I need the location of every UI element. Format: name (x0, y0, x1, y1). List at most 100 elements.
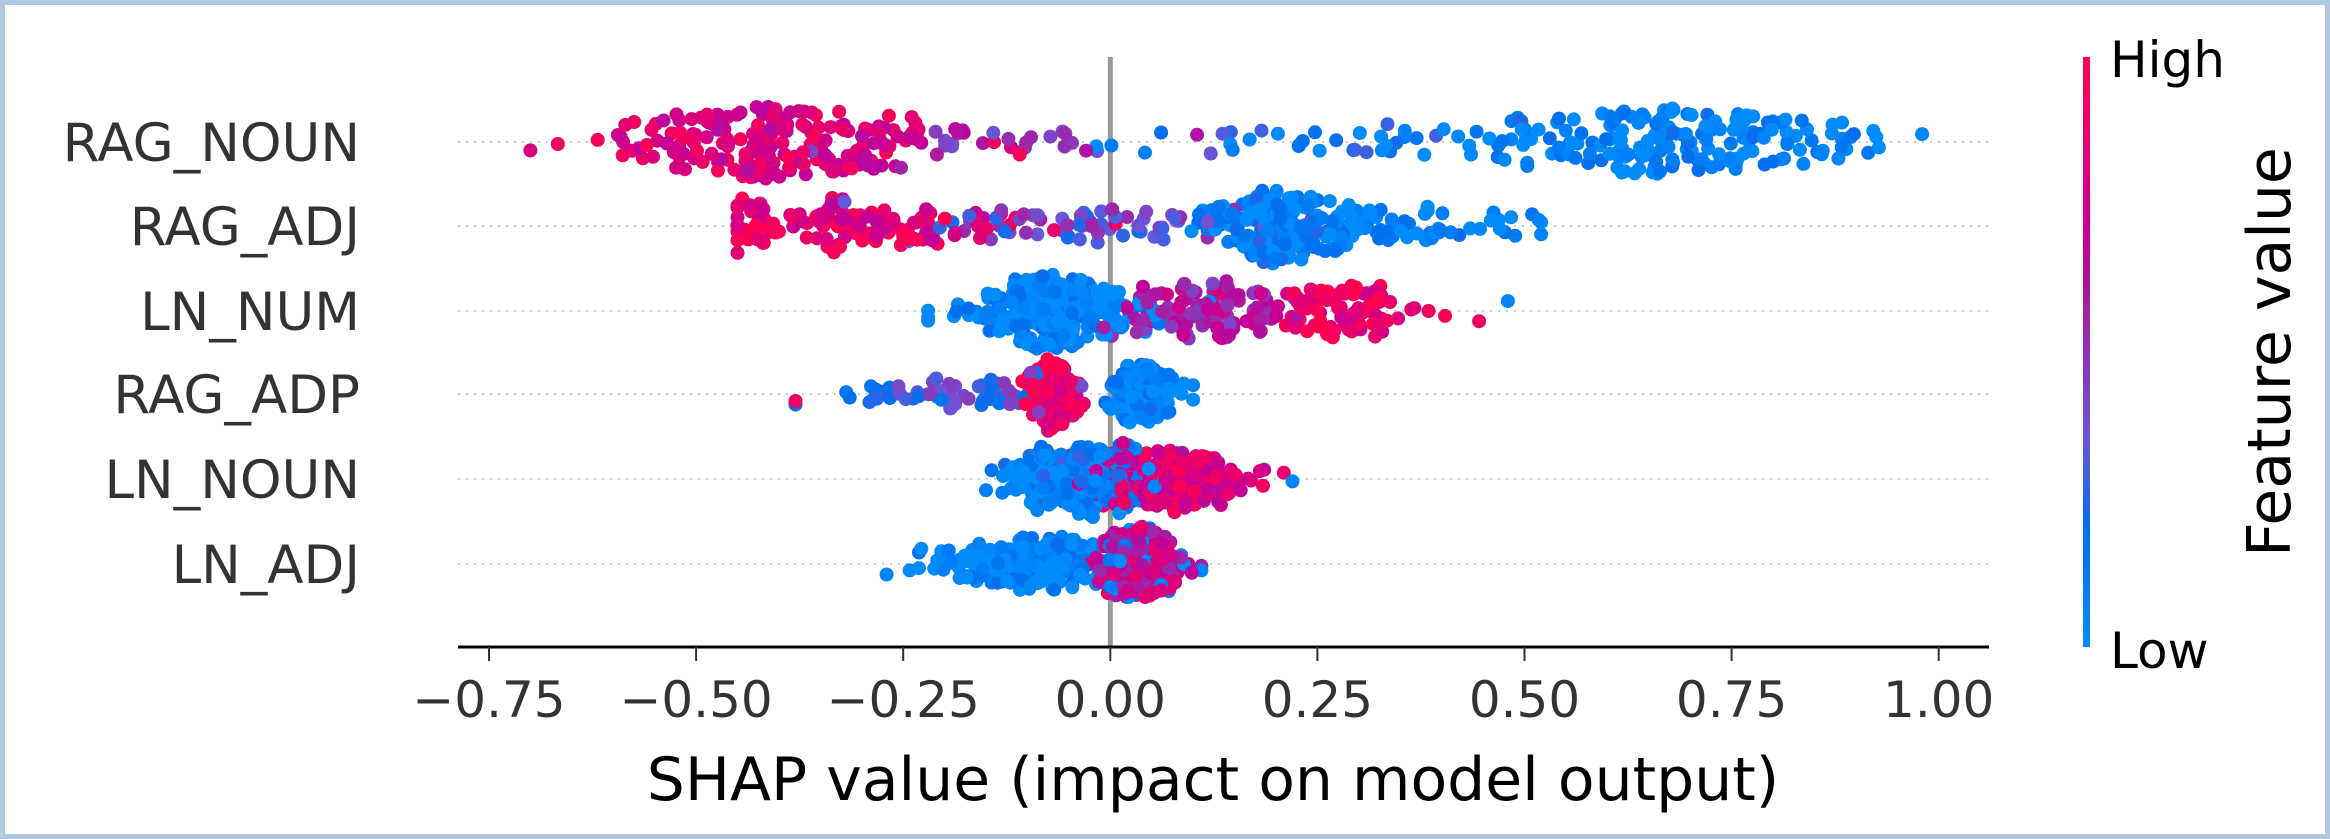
data-point (730, 199, 745, 214)
data-point (1756, 130, 1771, 145)
data-point (1071, 449, 1086, 464)
data-point (911, 389, 926, 404)
data-point (681, 130, 696, 145)
data-point (1030, 208, 1045, 223)
data-point (1516, 137, 1531, 152)
data-point (1608, 111, 1623, 126)
data-point (1846, 127, 1861, 142)
data-point (1190, 127, 1205, 142)
data-point (906, 215, 921, 230)
data-point (1102, 552, 1117, 567)
data-point (1915, 127, 1930, 142)
data-point (1253, 312, 1268, 327)
data-point (1016, 540, 1031, 555)
data-point (949, 304, 964, 319)
data-point (1314, 211, 1329, 226)
data-point (1074, 474, 1089, 489)
data-point (1162, 385, 1177, 400)
data-point (1120, 584, 1135, 598)
data-point (849, 216, 864, 231)
data-point (880, 211, 895, 226)
data-point (1158, 473, 1173, 488)
data-point (756, 202, 771, 217)
data-point (982, 323, 997, 338)
data-point (1105, 539, 1120, 554)
data-point (1294, 252, 1309, 267)
data-point (1313, 313, 1328, 328)
data-point (751, 164, 766, 178)
data-point (1219, 487, 1234, 502)
chart-svg: RAG_NOUN RAG_ADJ LN_NUM RAG_ADP LN_NOUN LN_AD… (63, 31, 2305, 815)
data-point (1349, 308, 1364, 323)
data-point (1120, 210, 1135, 224)
x-tick-label: 0.00 (1055, 671, 1166, 729)
data-point (992, 302, 1007, 316)
data-point (741, 232, 756, 247)
feature-label: LN_NOUN (105, 450, 360, 511)
data-point (740, 163, 755, 178)
data-point (891, 379, 906, 394)
data-point (1341, 198, 1356, 213)
data-point (1186, 378, 1201, 393)
data-point (1582, 146, 1597, 161)
data-point (1285, 474, 1300, 489)
data-point (523, 143, 538, 158)
data-point (1129, 325, 1144, 340)
data-point (1047, 223, 1061, 238)
data-point (1011, 559, 1026, 574)
data-point (961, 391, 976, 406)
data-point (1025, 288, 1040, 303)
data-point (1369, 225, 1384, 240)
data-point (991, 556, 1006, 571)
feature-labels: RAG_NOUN RAG_ADJ LN_NUM RAG_ADP LN_NOUN LN_AD… (63, 113, 360, 596)
data-point (1632, 161, 1647, 176)
data-point (1119, 300, 1134, 315)
data-point (618, 117, 633, 132)
data-point (1023, 578, 1038, 593)
data-point (1135, 279, 1150, 294)
data-point (1381, 233, 1396, 248)
data-point (1096, 320, 1111, 335)
data-point (997, 224, 1012, 239)
data-point (1615, 165, 1629, 180)
data-point (1167, 210, 1182, 225)
data-point (975, 562, 990, 576)
data-point (1469, 124, 1484, 139)
data-point (1026, 384, 1041, 399)
data-point (881, 108, 896, 123)
data-point (1757, 157, 1772, 172)
data-point (1164, 573, 1179, 588)
data-point (1504, 114, 1519, 129)
data-point (1144, 524, 1159, 539)
data-point (768, 167, 783, 182)
data-point (1233, 483, 1248, 498)
data-point (1328, 244, 1343, 258)
data-point (1362, 203, 1377, 218)
data-point (1291, 139, 1306, 154)
data-point (1073, 567, 1088, 582)
data-point (975, 136, 990, 151)
data-point (908, 115, 923, 130)
data-point (951, 126, 966, 141)
data-point (961, 553, 976, 568)
data-point (1186, 392, 1201, 407)
data-point (812, 214, 827, 229)
data-point (1420, 199, 1435, 214)
points (523, 100, 1930, 604)
data-point (1278, 237, 1293, 251)
data-point (766, 155, 781, 170)
data-point (928, 124, 943, 139)
data-point (1022, 558, 1037, 573)
data-point (894, 160, 908, 175)
data-point (1417, 147, 1432, 162)
data-point (761, 132, 776, 147)
data-point (1534, 227, 1549, 242)
data-point (1112, 554, 1127, 569)
data-point (1019, 225, 1033, 240)
data-point (1359, 145, 1374, 160)
data-point (1064, 536, 1079, 551)
data-point (1160, 405, 1175, 420)
data-point (1698, 119, 1713, 134)
data-point (1200, 214, 1215, 229)
data-point (1154, 125, 1169, 140)
